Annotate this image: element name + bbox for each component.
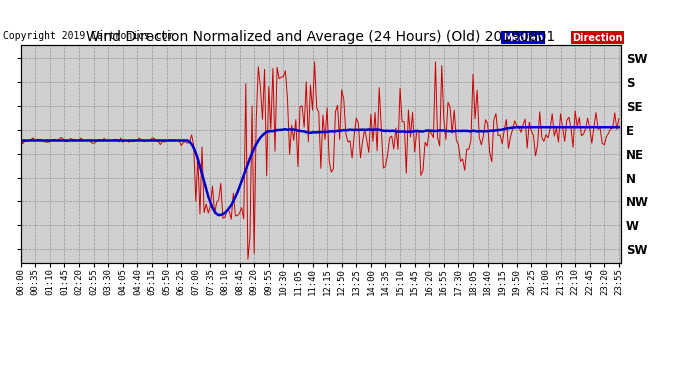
Text: Direction: Direction (573, 33, 623, 43)
Text: Copyright 2019 Cartronics.com: Copyright 2019 Cartronics.com (3, 32, 174, 41)
Text: Median: Median (503, 33, 543, 43)
Title: Wind Direction Normalized and Average (24 Hours) (Old) 20190801: Wind Direction Normalized and Average (2… (86, 30, 555, 44)
